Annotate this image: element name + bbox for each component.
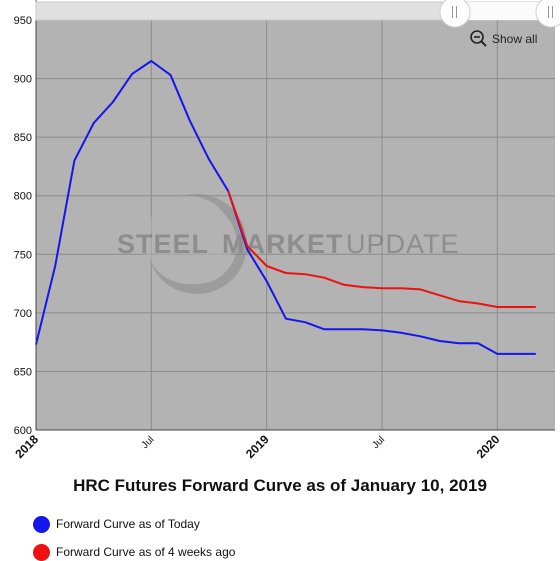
- y-tick-label: 700: [14, 308, 32, 320]
- series-line-today[interactable]: [35, 60, 536, 355]
- y-tick-label: 600: [14, 425, 32, 437]
- y-tick-label: 750: [14, 249, 32, 261]
- scrollbar-thumb[interactable]: [458, 2, 548, 20]
- y-axis-ticks: 600 650 700 750 800 850 900 950: [14, 15, 32, 437]
- x-axis-ticks: 2018 Jul 2019 Jul 2020: [12, 432, 502, 461]
- legend-item-4-weeks-ago[interactable]: Forward Curve as of 4 weeks ago: [33, 543, 236, 561]
- y-tick-label: 850: [14, 132, 32, 144]
- series-line-4-weeks-ago[interactable]: [227, 190, 536, 308]
- x-tick-label: 2020: [474, 432, 503, 461]
- zoom-out-icon: [470, 30, 487, 47]
- x-tick-label: Jul: [140, 434, 157, 451]
- legend-marker-today: [33, 515, 50, 533]
- watermark-logo: STEEL MARKET UPDATE: [117, 194, 460, 294]
- svg-text:STEEL: STEEL: [117, 229, 209, 259]
- range-scrollbar[interactable]: [35, 0, 560, 28]
- plot-area: [36, 20, 555, 430]
- x-tick-label: 2019: [243, 432, 272, 461]
- x-tick-label: Jul: [370, 434, 387, 451]
- svg-text:MARKET: MARKET: [222, 229, 344, 259]
- svg-text:UPDATE: UPDATE: [346, 229, 460, 259]
- show-all-label: Show all: [492, 31, 538, 46]
- chart-title: HRC Futures Forward Curve as of January …: [73, 476, 487, 495]
- y-tick-label: 800: [14, 191, 32, 203]
- legend: Forward Curve as of Today: [33, 515, 200, 533]
- legend-label-4-weeks-ago: Forward Curve as of 4 weeks ago: [56, 545, 236, 559]
- scrollbar-grip-right-icon[interactable]: [535, 0, 560, 28]
- show-all-button[interactable]: Show all: [470, 30, 537, 47]
- legend-item-today[interactable]: Forward Curve as of Today: [33, 515, 200, 533]
- chart: STEEL MARKET UPDATE 600 650 700 750 800 850 90…: [12, 0, 560, 461]
- legend-2: Forward Curve as of 4 weeks ago: [33, 543, 236, 561]
- scrollbar-grip-left-icon[interactable]: [439, 0, 471, 28]
- legend-marker-4-weeks-ago: [33, 543, 50, 561]
- y-tick-label: 900: [14, 74, 32, 86]
- y-tick-label: 950: [14, 15, 32, 27]
- y-tick-label: 650: [14, 366, 32, 378]
- legend-label-today: Forward Curve as of Today: [56, 517, 200, 531]
- series-layer: [35, 60, 536, 355]
